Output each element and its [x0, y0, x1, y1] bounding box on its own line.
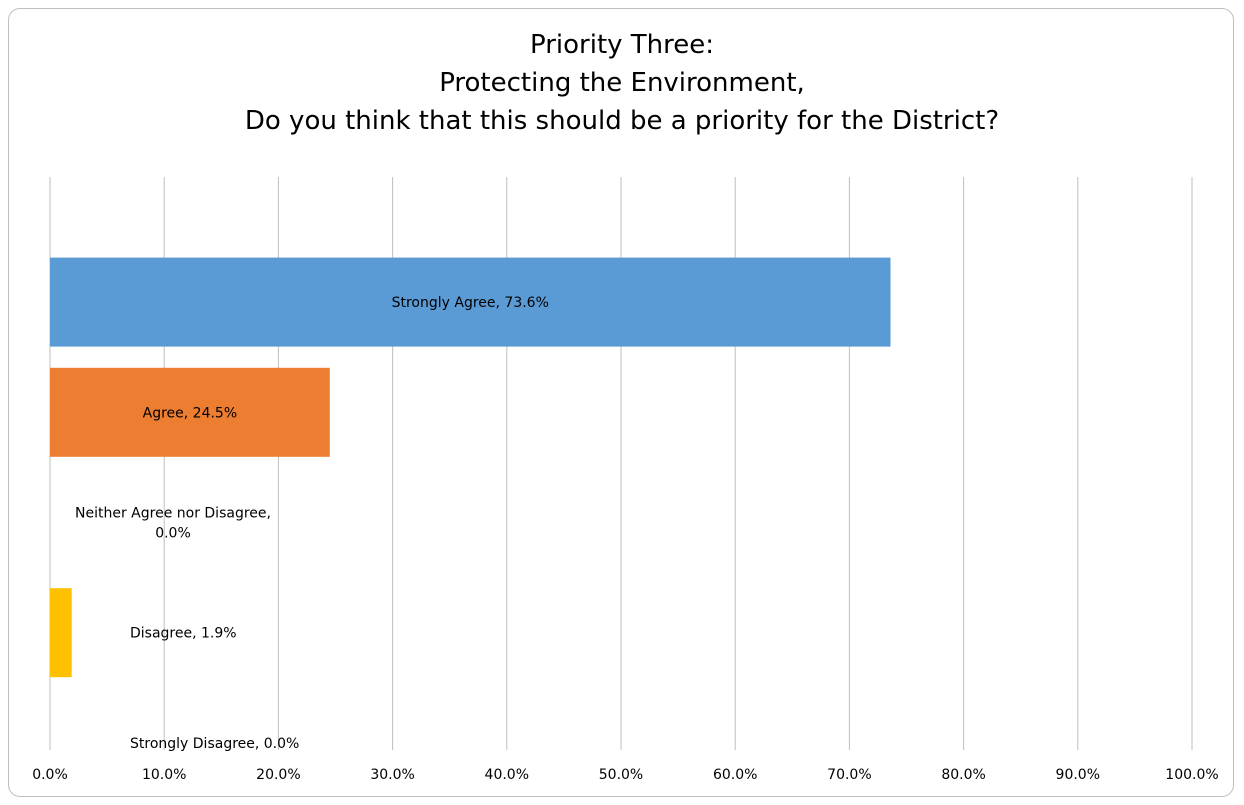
- bar-disagree: [50, 588, 72, 678]
- data-label: Agree, 24.5%: [143, 405, 238, 421]
- x-tick-label: 40.0%: [485, 767, 529, 783]
- data-label: Disagree, 1.9%: [130, 626, 237, 642]
- data-label: Neither Agree nor Disagree,: [75, 506, 271, 522]
- x-tick-label: 30.0%: [370, 767, 414, 783]
- x-axis-tick-labels: 0.0% 10.0% 20.0% 30.0% 40.0% 50.0% 60.0% 70.0% 8…: [32, 767, 1218, 783]
- x-tick-label: 50.0%: [599, 767, 643, 783]
- x-tick-label: 10.0%: [142, 767, 186, 783]
- data-label: 0.0%: [155, 526, 191, 542]
- chart-title-line-1: Priority Three:: [529, 30, 715, 60]
- data-label: Strongly Disagree, 0.0%: [130, 736, 299, 752]
- x-tick-label: 20.0%: [256, 767, 300, 783]
- chart-title-line-3: Do you think that this should be a prior…: [244, 106, 1000, 136]
- x-tick-label: 80.0%: [941, 767, 985, 783]
- x-tick-label: 70.0%: [827, 767, 871, 783]
- chart-title-line-2: Protecting the Environment,: [439, 68, 805, 98]
- x-tick-label: 100.0%: [1165, 767, 1218, 783]
- chart-title: Priority Three: Protecting the Environme…: [0, 26, 1244, 140]
- bars: [50, 257, 891, 678]
- x-tick-label: 0.0%: [32, 767, 68, 783]
- data-label: Strongly Agree, 73.6%: [392, 295, 549, 311]
- x-tick-label: 60.0%: [713, 767, 757, 783]
- data-labels: Strongly Agree, 73.6% Agree, 24.5% Neither…: [75, 295, 549, 752]
- bar-agree: [50, 367, 330, 457]
- bar-strongly-agree: [50, 257, 891, 347]
- x-tick-label: 90.0%: [1056, 767, 1100, 783]
